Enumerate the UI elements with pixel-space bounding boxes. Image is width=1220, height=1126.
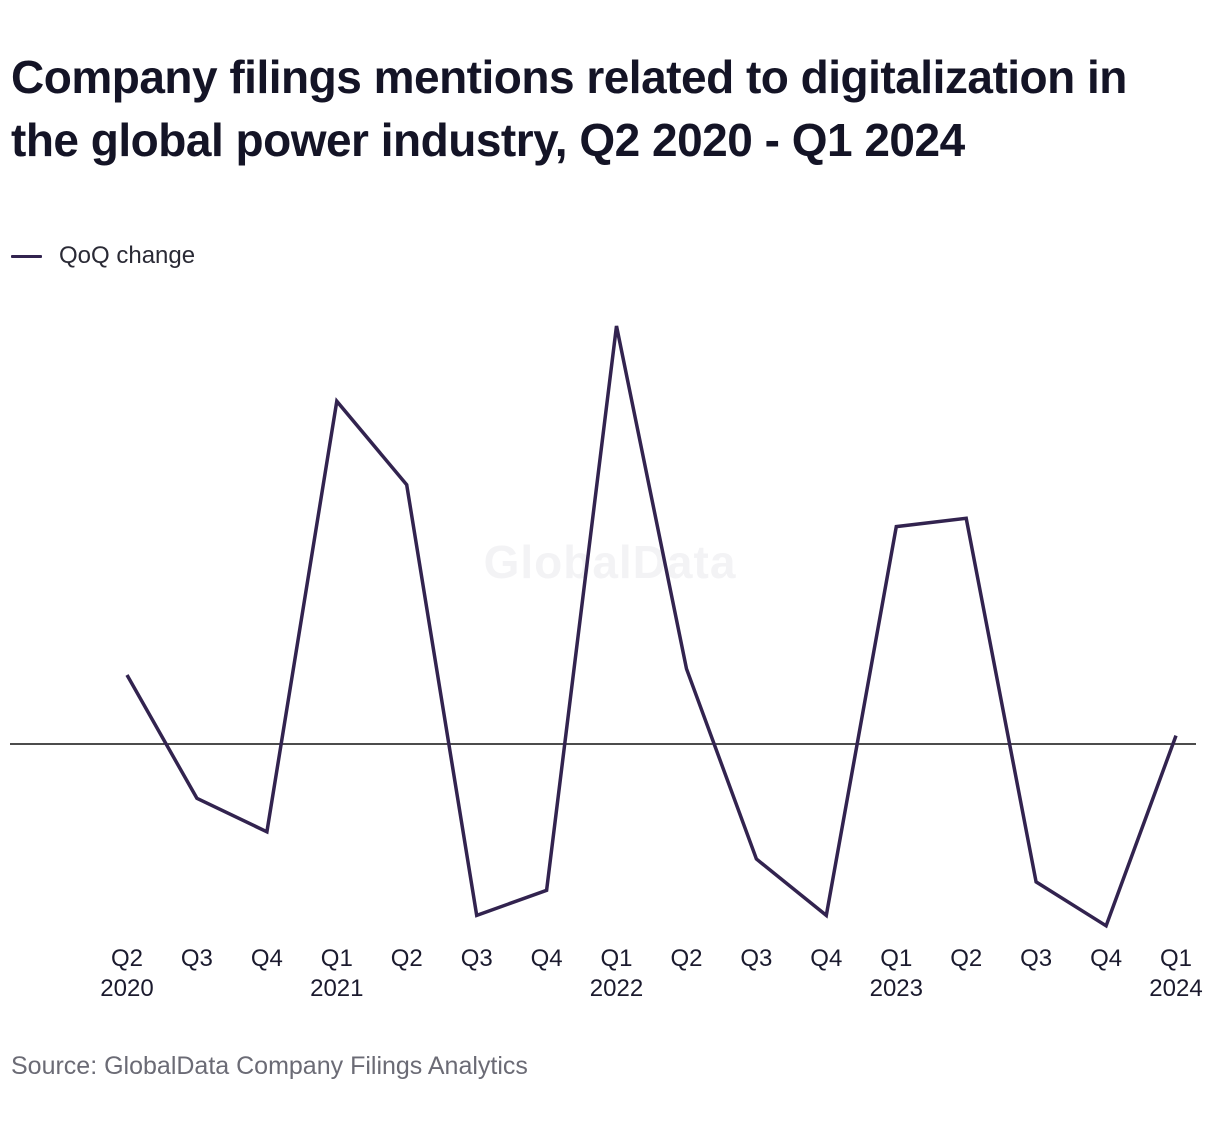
x-tick-label: Q1 (880, 945, 912, 972)
x-tick-label: Q1 (321, 945, 353, 972)
data-point (194, 795, 200, 801)
data-point (334, 398, 340, 404)
x-tick-label: Q4 (810, 945, 842, 972)
data-point (404, 482, 410, 488)
chart-title: Company filings mentions related to digi… (11, 51, 1127, 166)
x-tick-label: Q4 (1090, 945, 1122, 972)
x-tick-year-label: 2024 (1149, 975, 1202, 1002)
legend-label: QoQ change (59, 242, 196, 269)
series-layer (124, 323, 1179, 929)
legend-line-swatch (11, 254, 42, 258)
x-tick-label: Q2 (111, 945, 143, 972)
data-point (893, 524, 899, 530)
x-tick-label: Q2 (950, 945, 982, 972)
data-point (1173, 733, 1179, 739)
x-tick-year-label: 2020 (100, 975, 153, 1002)
data-point (1103, 923, 1109, 929)
x-tick-label: Q4 (251, 945, 283, 972)
x-tick-label: Q3 (740, 945, 772, 972)
data-point (1033, 879, 1039, 885)
x-tick-label: Q2 (391, 945, 423, 972)
x-axis-ticks: Q2 2020 Q3 Q4 Q1 2021 Q2 Q3 Q4 Q1 2022 Q2 Q3 Q4 Q1 2023… (100, 945, 1202, 1002)
data-point (614, 323, 620, 329)
data-point (544, 887, 550, 893)
data-point (823, 912, 829, 918)
data-point (963, 515, 969, 521)
x-tick-year-label: 2021 (310, 975, 363, 1002)
source-note: Source: GlobalData Company Filings Analy… (11, 1052, 528, 1080)
data-point (474, 912, 480, 918)
x-tick-label: Q3 (1020, 945, 1052, 972)
x-tick-year-label: 2023 (870, 975, 923, 1002)
watermark: GlobalData (483, 536, 737, 588)
x-tick-label: Q1 (600, 945, 632, 972)
x-tick-label: Q3 (461, 945, 493, 972)
series-line-qoq-change (125, 325, 1178, 929)
data-point (753, 856, 759, 862)
x-tick-label: Q4 (531, 945, 563, 972)
x-tick-label: Q3 (181, 945, 213, 972)
data-point (684, 666, 690, 672)
data-point (124, 672, 130, 678)
x-tick-label: Q2 (670, 945, 702, 972)
data-point (264, 829, 270, 835)
legend: QoQ change (11, 242, 195, 270)
line-chart: Q2 2020 Q3 Q4 Q1 2021 Q2 Q3 Q4 Q1 2022 Q2 Q3 Q4 Q1 2023… (10, 323, 1203, 1002)
x-tick-label: Q1 (1160, 945, 1192, 972)
x-tick-year-label: 2022 (590, 975, 643, 1002)
